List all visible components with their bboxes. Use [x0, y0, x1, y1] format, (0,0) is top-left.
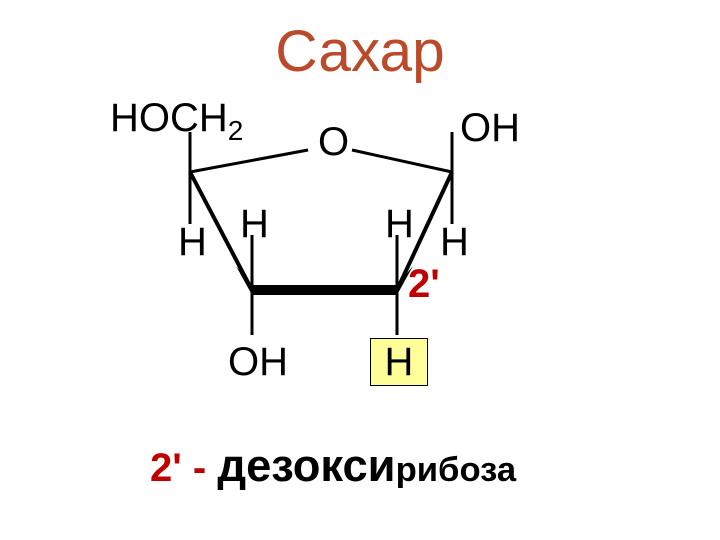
c2-substituent-box: H — [370, 338, 428, 386]
caption-line: 2' - дезоксирибоза — [150, 440, 516, 492]
atom-label-oh-c1: OH — [460, 106, 520, 151]
atom-label-o-ring: O — [318, 120, 349, 165]
caption-deoxy: дезокси — [217, 440, 395, 491]
caption-ribose: рибоза — [396, 451, 517, 489]
atom-label-h-c1: H — [440, 220, 469, 265]
slide-stage: Сахар O HOCH2 OH H H H H OH 2' H 2' - де… — [0, 0, 720, 540]
atom-label-h-c4: H — [178, 220, 207, 265]
atom-label-oh-c3: OH — [228, 340, 288, 385]
c2-substituent-text: H — [385, 340, 414, 385]
atom-label-h-c2: H — [385, 202, 414, 247]
c2-position-label: 2' — [408, 262, 440, 307]
atom-label-h-c3: H — [240, 202, 269, 247]
caption-position: 2' - — [150, 446, 217, 490]
atom-label-hoch2: HOCH2 — [110, 96, 243, 141]
